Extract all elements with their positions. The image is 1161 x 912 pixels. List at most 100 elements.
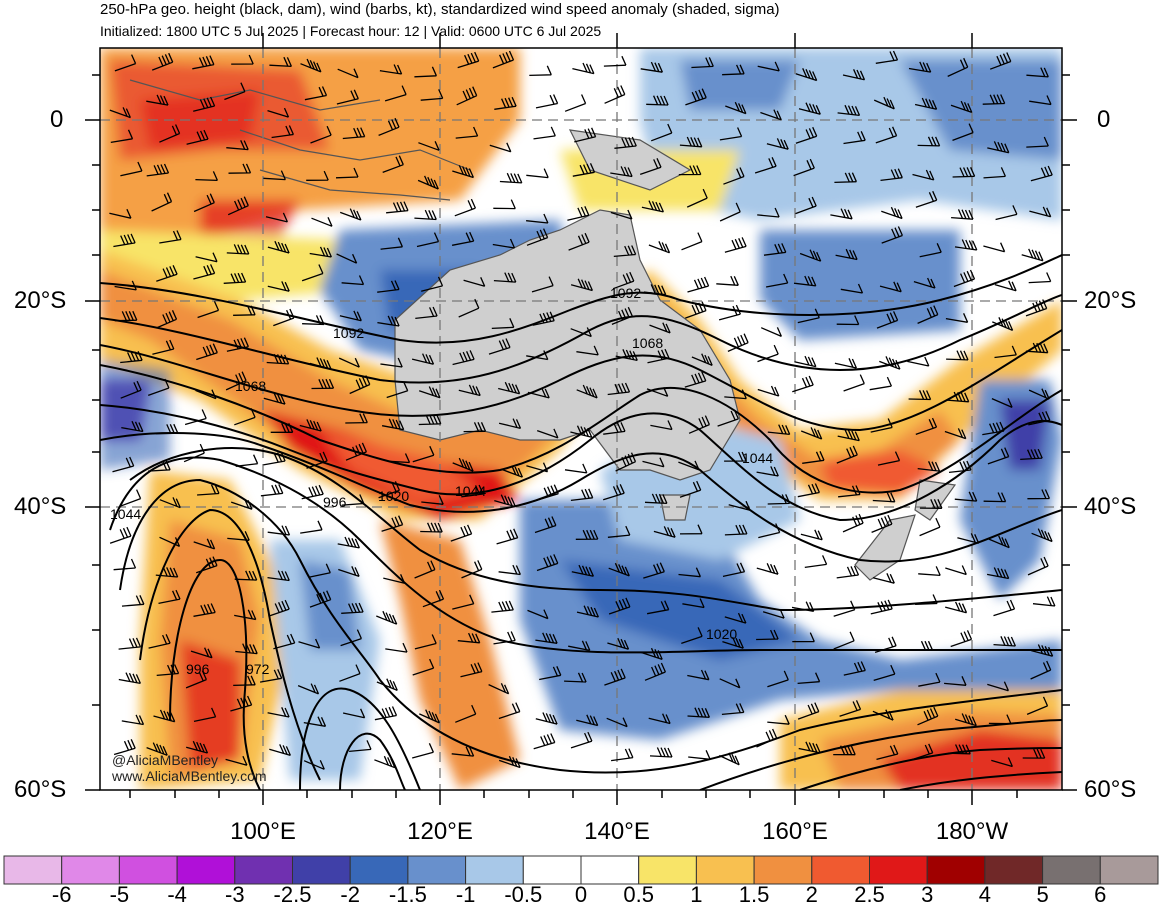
wind-barb [147,378,170,397]
wind-barb [193,193,215,213]
wind-barb [756,629,779,641]
wind-barb [383,574,406,584]
wind-barb [309,590,332,608]
wind-barb [1027,489,1050,500]
wind-barb [451,746,475,757]
wind-barb [114,280,137,291]
wind-barb [804,555,828,569]
wind-barb [493,631,516,645]
wind-barb [460,662,483,678]
wind-barb [267,240,290,254]
wind-barb [837,104,861,117]
wind-barb [382,155,404,174]
wind-barb [875,126,898,144]
wind-barb [879,281,902,293]
wind-barb [414,209,437,221]
wind-barb [646,95,669,106]
wind-barb [917,136,941,147]
wind-barb [185,670,207,689]
colorbar-label: -4 [167,882,187,907]
contour-label: 1068 [235,378,266,394]
wind-barb [380,357,403,368]
wind-barb [335,167,359,179]
wind-barb [606,717,628,728]
wind-barb [869,376,892,391]
wind-barb [493,272,517,283]
wind-barb [842,69,866,81]
wind-barb [386,381,409,399]
wind-barb [152,339,175,355]
wind-barb [917,305,939,324]
wind-barb [756,563,779,575]
wind-barb [564,672,587,683]
wind-barb [452,594,475,610]
wind-barb [418,414,442,426]
colorbar-swatch [118,855,178,885]
wind-barb [113,739,136,756]
wind-barb [795,126,818,144]
wind-barb [496,528,519,545]
wind-barb [802,451,825,464]
wind-barb [455,704,477,723]
wind-barb [1030,165,1053,182]
wind-barb [607,382,631,396]
wind-barb [691,57,714,69]
wind-barb [186,740,209,754]
wind-barb [526,168,549,179]
wind-barb [297,683,320,695]
lat-label-60s-left: 60°S [14,776,67,803]
wind-barb [723,167,745,185]
wind-barb [876,311,899,329]
wind-barb [833,745,856,756]
wind-barb [908,390,932,401]
wind-barb [646,600,670,615]
wind-barb [650,420,673,431]
wind-barb [679,136,703,148]
wind-barb [948,744,971,755]
colorbar-label: 3 [921,882,934,907]
wind-barb [721,703,745,716]
wind-barb [653,526,676,538]
wind-barb [792,632,815,643]
wind-barb [190,647,213,659]
wind-barb [146,94,169,106]
wind-barb [724,612,747,624]
wind-barb [113,558,137,571]
wind-barb [724,237,747,253]
wind-barb [757,207,780,218]
wind-barb [986,567,1010,580]
wind-barb [146,163,170,177]
wind-barb [871,514,893,534]
wind-barb [535,94,559,109]
wind-barb [376,610,398,625]
wind-barb [109,208,132,219]
wind-barb [452,165,474,179]
wind-barb [195,389,217,400]
wind-barb [603,484,625,501]
colorbar-swatch [522,855,582,885]
wind-barb [797,483,820,498]
colorbar-label: 5 [1036,882,1049,907]
wind-barb [267,281,290,292]
wind-barb [155,423,179,435]
wind-barb [876,744,899,761]
wind-barb [1025,342,1049,354]
wind-barb [193,603,216,617]
wind-barb [643,562,665,579]
wind-barb [830,208,853,220]
wind-barb [118,637,142,650]
wind-barb [718,304,741,321]
wind-barb [311,378,335,390]
wind-barb [422,589,445,608]
wind-barb [421,276,444,292]
contour-label: 1020 [378,488,409,504]
wind-barb [195,171,218,182]
wind-barb [1021,248,1044,262]
wind-barb [532,311,555,326]
wind-barb [836,445,858,464]
wind-barb [915,190,938,208]
wind-barb [722,636,744,649]
wind-barb [493,199,516,210]
wind-barb [994,280,1017,292]
